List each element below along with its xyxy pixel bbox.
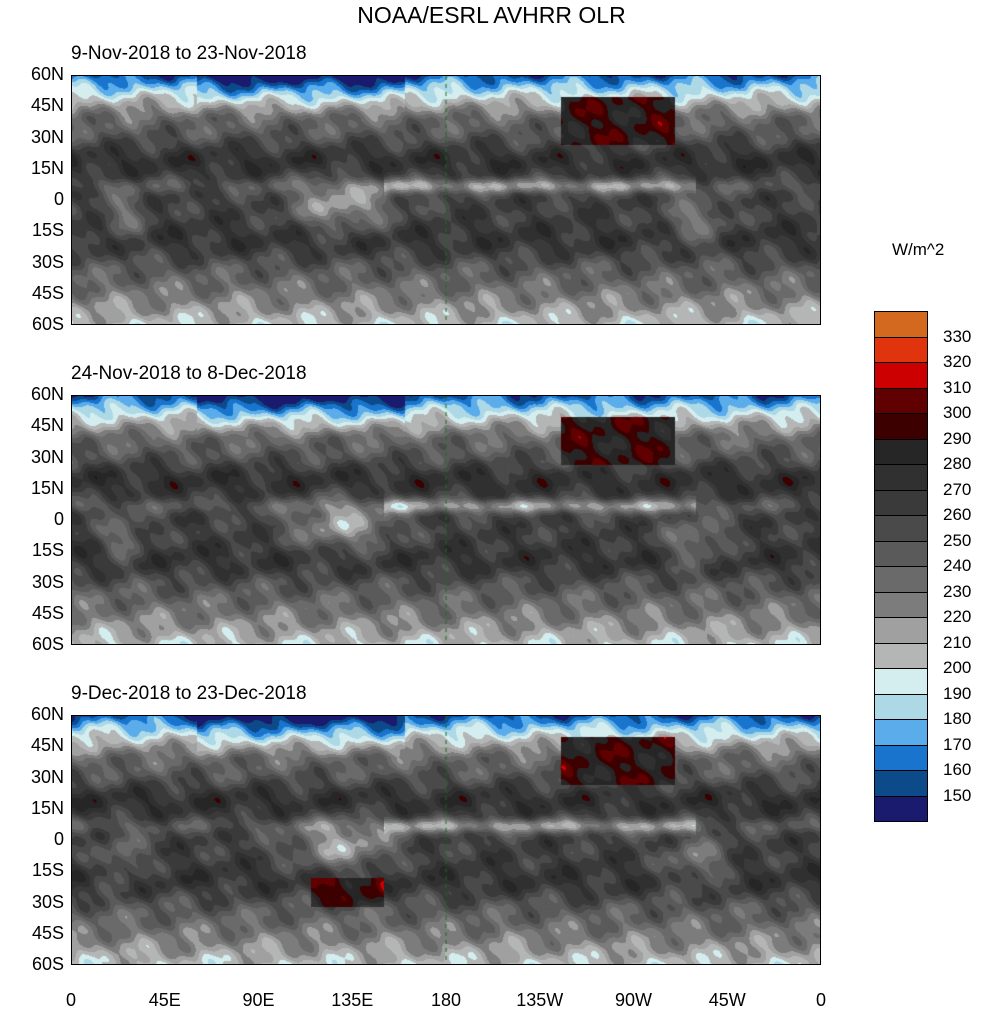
lat-tick-label: 45S (31, 282, 64, 303)
colorbar-swatch (874, 489, 928, 516)
lat-tick-label: 45S (31, 922, 64, 943)
olr-map-panel (71, 75, 821, 325)
lon-tick-label: 90E (242, 990, 275, 1010)
lat-tick-label: 60S (31, 634, 64, 654)
chart-title: NOAA/ESRL AVHRR OLR (357, 2, 626, 28)
colorbar-swatch (874, 642, 928, 669)
colorbar-swatch (874, 413, 928, 440)
lat-tick-label: 30N (30, 446, 64, 467)
lon-tick-label: 90W (614, 990, 652, 1010)
colorbar-label: 280 (943, 454, 972, 473)
colorbar-swatch (874, 770, 928, 797)
panel-title: 9-Nov-2018 to 23-Nov-2018 (71, 43, 307, 64)
lon-tick-label: 180 (430, 990, 462, 1010)
olr-contour-field (72, 396, 820, 644)
olr-map-panel (71, 395, 821, 645)
colorbar-label: 150 (943, 785, 972, 805)
lat-tick-label: 45S (31, 602, 64, 623)
lat-tick-label: 45N (30, 415, 64, 436)
lat-tick-label: 30S (31, 571, 64, 592)
colorbar-label: 270 (943, 479, 972, 499)
lat-tick-label: 0 (53, 829, 64, 849)
lon-tick-label: 135E (331, 990, 374, 1010)
lat-tick-label: 0 (53, 509, 64, 529)
colorbar-swatch (874, 719, 928, 746)
colorbar-label: 230 (943, 581, 972, 601)
colorbar-swatch (874, 387, 928, 414)
lat-tick-label: 15S (31, 220, 64, 241)
colorbar-swatch (874, 668, 928, 695)
colorbar-swatch (874, 693, 928, 720)
colorbar-label: 310 (943, 377, 972, 397)
colorbar-label: 200 (943, 658, 972, 677)
lat-tick-label: 30N (30, 126, 64, 147)
colorbar-label: 290 (943, 428, 972, 448)
colorbar-swatch (874, 617, 928, 644)
colorbar-label: 300 (943, 403, 972, 422)
colorbar-label: 220 (943, 607, 972, 626)
lat-tick-label: 15N (30, 797, 64, 818)
olr-contour-field (72, 716, 820, 964)
lon-tick-label: 45E (148, 990, 181, 1010)
lat-tick-label: 60N (30, 64, 64, 84)
lat-tick-label: 0 (53, 189, 64, 209)
lon-tick-label: 135W (516, 990, 564, 1010)
colorbar-label: 260 (943, 505, 972, 524)
colorbar-swatch (874, 540, 928, 567)
lat-tick-label: 30S (31, 891, 64, 912)
lat-tick-label: 15S (31, 860, 64, 881)
lon-tick-label: 0 (815, 990, 826, 1010)
lat-tick-label: 45N (30, 735, 64, 756)
colorbar-units: W/m^2 (892, 240, 945, 259)
colorbar-swatch (874, 362, 928, 389)
panel-title: 9-Dec-2018 to 23-Dec-2018 (71, 683, 307, 704)
colorbar-label: 330 (943, 326, 972, 346)
colorbar-swatch (874, 795, 928, 822)
lat-tick-label: 15N (30, 477, 64, 498)
lat-tick-label: 60S (31, 314, 64, 334)
colorbar-label: 180 (943, 709, 972, 728)
lat-tick-label: 30N (30, 766, 64, 787)
colorbar-swatch (874, 464, 928, 491)
colorbar-label: 210 (943, 632, 972, 652)
lat-tick-label: 60S (31, 954, 64, 974)
colorbar-swatch (874, 566, 928, 593)
colorbar-swatch (874, 744, 928, 771)
lat-tick-label: 45N (30, 95, 64, 116)
colorbar-swatch (874, 311, 928, 338)
lon-tick-label: 0 (65, 990, 76, 1010)
lat-tick-label: 60N (30, 704, 64, 724)
colorbar-label: 250 (943, 530, 972, 550)
lat-tick-label: 15N (30, 157, 64, 178)
colorbar-swatch (874, 591, 928, 618)
olr-contour-field (72, 76, 820, 324)
panel-title: 24-Nov-2018 to 8-Dec-2018 (71, 363, 307, 384)
colorbar-label: 160 (943, 760, 972, 779)
olr-map-panel (71, 715, 821, 965)
colorbar-label: 170 (943, 734, 972, 754)
colorbar-swatch (874, 336, 928, 363)
lat-tick-label: 60N (30, 384, 64, 404)
lon-tick-label: 45W (708, 990, 746, 1010)
colorbar-label: 320 (943, 352, 972, 371)
colorbar-swatch (874, 515, 928, 542)
lat-tick-label: 30S (31, 251, 64, 272)
lat-tick-label: 15S (31, 540, 64, 561)
colorbar-swatch (874, 438, 928, 465)
colorbar-label: 240 (943, 556, 972, 575)
colorbar-label: 190 (943, 683, 972, 703)
